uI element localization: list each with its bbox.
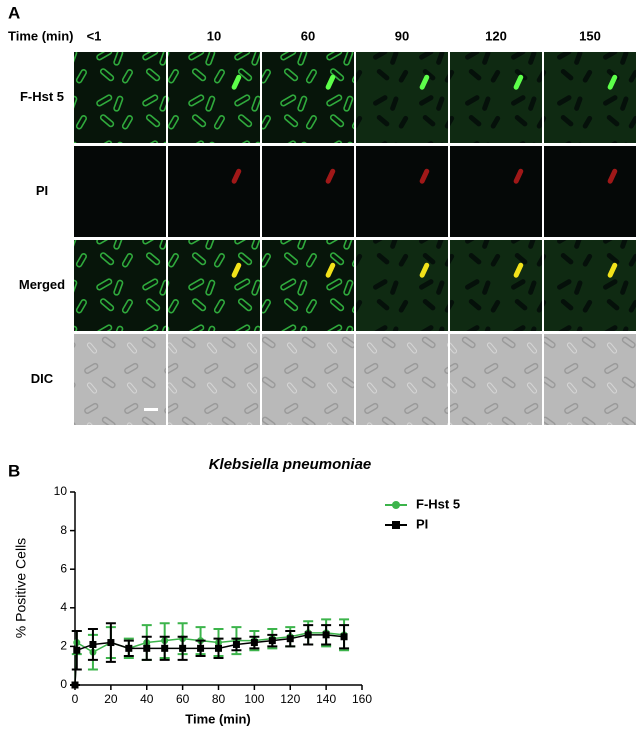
time-label: Time (min) (8, 28, 74, 43)
marker (286, 635, 294, 643)
panel-label: A (8, 3, 20, 22)
legend-label: F-Hst 5 (416, 496, 460, 511)
micrograph (168, 240, 260, 331)
legend-marker (392, 501, 400, 509)
micrograph (262, 334, 354, 425)
y-tick-label: 8 (60, 523, 67, 537)
scale-bar (144, 408, 158, 411)
micrograph (450, 52, 542, 143)
micrograph (74, 334, 166, 425)
column-label: 10 (207, 28, 221, 43)
marker (73, 646, 81, 654)
x-tick-label: 100 (244, 692, 264, 706)
x-axis-label: Time (min) (185, 711, 251, 726)
labeled-cell (325, 168, 336, 184)
legend-label: PI (416, 516, 428, 531)
x-tick-label: 20 (104, 692, 118, 706)
labeled-cell (513, 74, 524, 90)
x-tick-label: 0 (72, 692, 79, 706)
marker (304, 631, 312, 639)
marker (125, 644, 133, 652)
micrograph (356, 146, 448, 237)
micrograph (450, 334, 542, 425)
y-tick-label: 2 (60, 639, 67, 653)
labeled-cell (607, 168, 618, 184)
micrograph (74, 52, 166, 143)
micrograph (544, 146, 636, 237)
micrograph (450, 240, 542, 331)
labeled-cell (513, 262, 524, 278)
marker (197, 644, 205, 652)
x-tick-label: 120 (280, 692, 300, 706)
y-axis-label: % Positive Cells (13, 538, 29, 638)
micrograph (74, 240, 166, 331)
marker (107, 639, 115, 647)
micrograph (168, 146, 260, 237)
row-label: DIC (31, 371, 54, 386)
legend-marker (392, 521, 400, 529)
labeled-cell (325, 74, 336, 90)
marker (215, 644, 222, 652)
micrograph (168, 52, 260, 143)
micrograph (356, 334, 448, 425)
x-tick-label: 160 (352, 692, 372, 706)
labeled-cell (325, 262, 336, 278)
labeled-cell (231, 74, 242, 90)
labeled-cell (607, 74, 618, 90)
column-label: 90 (395, 28, 409, 43)
labeled-cell (231, 262, 242, 278)
column-label: <1 (87, 28, 102, 43)
labeled-cell (607, 262, 618, 278)
y-tick-label: 6 (60, 561, 67, 575)
micrograph (544, 52, 636, 143)
labeled-cell (513, 168, 524, 184)
labeled-cell (419, 262, 430, 278)
micrograph (262, 52, 354, 143)
marker (232, 640, 240, 648)
micrograph (544, 240, 636, 331)
x-tick-label: 80 (212, 692, 226, 706)
marker (161, 644, 169, 652)
micrograph (168, 334, 260, 425)
marker (340, 633, 348, 641)
micrograph (74, 146, 166, 237)
marker (179, 644, 187, 652)
micrograph (450, 146, 542, 237)
marker (268, 637, 276, 645)
micrograph (544, 334, 636, 425)
y-tick-label: 10 (54, 484, 68, 498)
marker (250, 639, 258, 647)
labeled-cell (419, 168, 430, 184)
micrograph (262, 240, 354, 331)
series-line (74, 634, 345, 686)
marker (89, 640, 97, 648)
micrograph (356, 240, 448, 331)
row-label: PI (36, 183, 48, 198)
x-tick-label: 60 (176, 692, 190, 706)
x-tick-label: 40 (140, 692, 154, 706)
column-label: 150 (579, 28, 601, 43)
marker (71, 681, 79, 689)
row-label: F-Hst 5 (20, 89, 64, 104)
y-tick-label: 4 (60, 600, 67, 614)
column-label: 120 (485, 28, 507, 43)
labeled-cell (419, 74, 430, 90)
marker (322, 631, 330, 639)
x-tick-label: 140 (316, 692, 336, 706)
chart-title: Klebsiella pneumoniae (209, 456, 372, 473)
micrograph (262, 146, 354, 237)
row-label: Merged (19, 277, 65, 292)
y-tick-label: 0 (60, 677, 67, 691)
labeled-cell (231, 168, 242, 184)
column-label: 60 (301, 28, 315, 43)
marker (143, 644, 151, 652)
micrograph (356, 52, 448, 143)
panel-label: B (8, 461, 20, 480)
